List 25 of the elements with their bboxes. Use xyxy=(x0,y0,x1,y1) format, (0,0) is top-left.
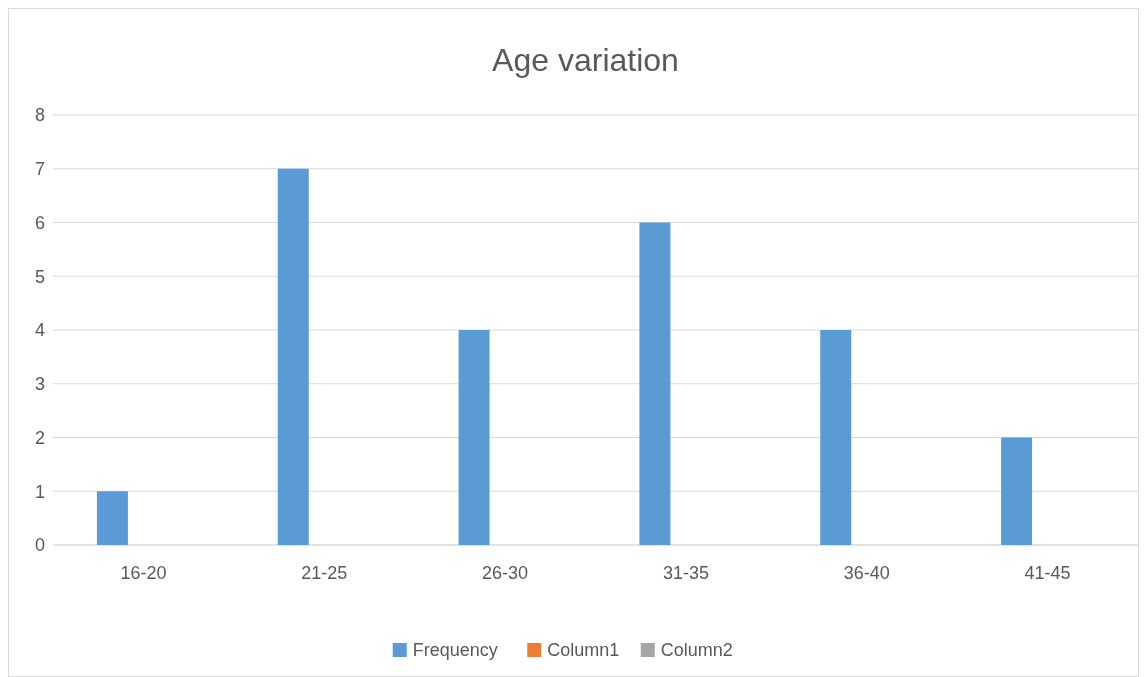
y-tick-label: 8 xyxy=(34,105,45,126)
x-tick-label: 41-45 xyxy=(1024,563,1071,584)
bar xyxy=(458,330,490,545)
y-tick-label: 3 xyxy=(34,374,45,395)
chart-title: Age variation xyxy=(492,42,679,78)
y-tick-label: 5 xyxy=(34,266,45,287)
bar xyxy=(277,168,309,545)
x-tick-label: 16-20 xyxy=(120,563,167,584)
bar xyxy=(1001,437,1033,545)
y-tick-label: 7 xyxy=(34,159,45,180)
bar xyxy=(96,491,128,545)
legend-label: Frequency xyxy=(412,640,498,661)
x-tick-label: 21-25 xyxy=(301,563,348,584)
x-tick-label: 36-40 xyxy=(843,563,890,584)
x-tick-label: 31-35 xyxy=(662,563,709,584)
legend-label: Column1 xyxy=(547,640,620,661)
legend-label: Column2 xyxy=(660,640,733,661)
bar xyxy=(820,330,852,545)
y-tick-label: 1 xyxy=(34,481,45,502)
y-tick-label: 4 xyxy=(34,320,45,341)
bar xyxy=(639,222,671,545)
x-tick-label: 26-30 xyxy=(482,563,529,584)
y-tick-label: 2 xyxy=(34,427,45,448)
y-tick-label: 0 xyxy=(34,535,45,556)
y-tick-label: 6 xyxy=(34,212,45,233)
